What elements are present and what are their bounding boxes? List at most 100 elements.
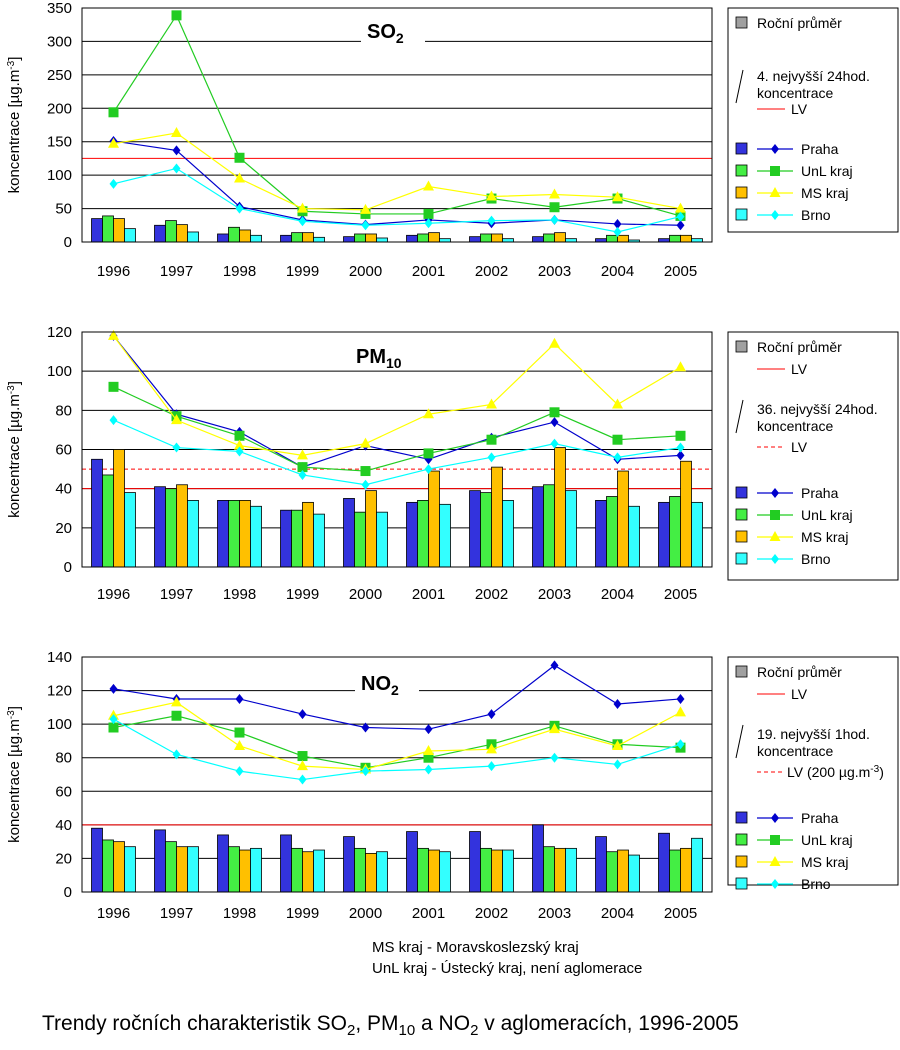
bar-ms [554, 447, 566, 568]
y-tick-label: 20 [55, 850, 72, 867]
bar-ms [554, 847, 566, 893]
bar-unl [102, 215, 114, 243]
legend-marker-praha [771, 813, 779, 823]
bar-unl [606, 496, 618, 568]
bar-ms [113, 449, 125, 568]
bar-ms [491, 466, 503, 568]
bar-ms [176, 846, 188, 893]
legend-bar-swatch-unl [735, 164, 748, 177]
bar-ms [491, 849, 503, 893]
bar-brno [250, 505, 262, 568]
point-brno [298, 774, 307, 785]
x-tick-label: 1999 [286, 263, 319, 280]
legend-annual-swatch [735, 340, 748, 353]
line-praha [113, 664, 681, 730]
legend-lv2-label: LV (200 µg.m-3) [787, 764, 884, 780]
point-unl [108, 107, 119, 118]
bar-ms [617, 849, 629, 893]
y-tick-label: 250 [47, 67, 72, 84]
bar-brno [691, 501, 703, 568]
bar-unl [543, 846, 555, 893]
bar-brno [502, 500, 514, 568]
x-tick-label: 1996 [97, 586, 130, 603]
legend-stat-label: 19. nejvyšší 1hod. [757, 726, 870, 742]
bar-praha [406, 501, 418, 568]
y-tick-label: 80 [55, 402, 72, 419]
point-brno [550, 214, 559, 225]
bar-brno [250, 847, 262, 893]
point-brno [613, 759, 622, 770]
bar-unl [480, 492, 492, 568]
point-brno [613, 226, 622, 237]
bar-brno [250, 234, 262, 243]
point-brno [235, 766, 244, 777]
x-tick-label: 2001 [412, 905, 445, 922]
line-brno [113, 167, 681, 233]
legend-bar-swatch-brno [735, 208, 748, 221]
point-brno [235, 203, 244, 214]
bar-unl [480, 847, 492, 893]
bar-brno [313, 236, 325, 243]
point-ms [171, 696, 182, 707]
bar-unl [606, 851, 618, 893]
bar-brno [124, 228, 136, 243]
line-praha [113, 335, 681, 468]
point-ms [108, 329, 119, 340]
bar-ms [239, 229, 251, 243]
point-brno [676, 211, 685, 222]
bar-unl [606, 234, 618, 243]
legend-marker-praha [771, 488, 779, 498]
bar-ms [302, 851, 314, 893]
bar-ms [176, 224, 188, 243]
point-ms [171, 414, 182, 425]
bar-praha [280, 834, 292, 893]
legend: Roční průměr LV 19. nejvyšší 1hod.koncentr… [727, 656, 899, 892]
bar-brno [628, 854, 640, 893]
bar-ms [365, 233, 377, 243]
bar-praha [658, 238, 670, 243]
point-brno [487, 215, 496, 226]
point-praha [235, 693, 244, 704]
point-ms [675, 202, 686, 213]
bar-unl [669, 496, 681, 568]
point-brno [361, 479, 370, 490]
bar-brno [502, 238, 514, 243]
bar-ms [428, 232, 440, 243]
legend-marker-ms [769, 187, 781, 197]
legend-series-label: UnL kraj [801, 832, 853, 848]
legend-annual-label: Roční průměr [757, 15, 842, 31]
legend-bar-swatch-ms [735, 855, 748, 868]
point-ms [360, 203, 371, 214]
legend-series-label: Brno [801, 876, 831, 892]
bar-ms [680, 234, 692, 243]
y-tick-label: 140 [47, 649, 72, 666]
legend-bar-swatch-ms [735, 530, 748, 543]
legend-series-label: MS kraj [801, 854, 848, 870]
bar-unl [291, 232, 303, 243]
legend-marker-brno [771, 210, 779, 220]
bar-unl [417, 847, 429, 893]
x-tick-label: 1999 [286, 586, 319, 603]
bar-brno [565, 847, 577, 893]
legend-frame [727, 656, 899, 886]
x-tick-label: 1998 [223, 263, 256, 280]
legend-series-label: Praha [801, 810, 839, 826]
legend: Roční průměr 4. nejvyšší 24hod.koncentrac… [727, 7, 899, 233]
bar-brno [187, 231, 199, 243]
bar-ms [428, 849, 440, 893]
point-unl [297, 751, 308, 762]
point-ms [486, 743, 497, 754]
legend-bar-swatch-unl [735, 508, 748, 521]
legend-annual-swatch [735, 16, 748, 29]
bar-praha [658, 501, 670, 568]
bar-praha [343, 498, 355, 568]
legend-marker-brno [771, 554, 779, 564]
legend-stat-icon [735, 724, 744, 759]
point-ms [675, 706, 686, 717]
point-unl [360, 208, 371, 219]
x-tick-label: 2003 [538, 586, 571, 603]
point-brno [424, 764, 433, 775]
point-unl [171, 710, 182, 721]
title-bg [355, 670, 419, 694]
point-brno [361, 220, 370, 231]
